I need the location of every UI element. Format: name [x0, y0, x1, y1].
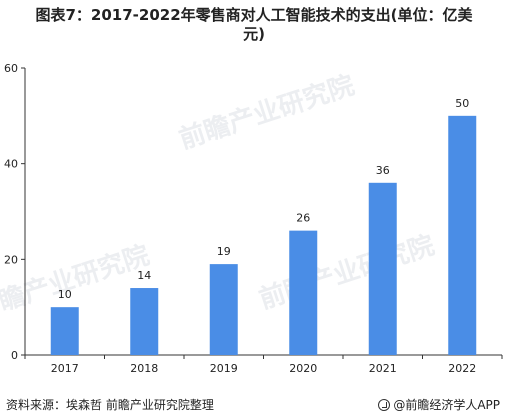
data-label: 36 [376, 164, 390, 177]
brand-credit-text: @前瞻经济学人APP [393, 398, 500, 412]
chart-title-line2: 元) [243, 25, 265, 43]
y-tick-label: 20 [4, 253, 18, 266]
y-tick-label: 0 [11, 349, 18, 362]
x-tick-label: 2020 [289, 362, 317, 375]
chart-title-line1: 图表7：2017-2022年零售商对人工智能技术的支出(单位：亿美 [35, 6, 473, 24]
x-tick-label: 2018 [130, 362, 158, 375]
bar [209, 264, 238, 355]
bar [448, 115, 477, 355]
bar [130, 288, 159, 355]
chart-title: 图表7：2017-2022年零售商对人工智能技术的支出(单位：亿美 元) [0, 6, 508, 44]
y-tick-label: 40 [4, 158, 18, 171]
bar [368, 182, 397, 355]
data-label: 14 [137, 269, 151, 282]
data-label: 26 [296, 212, 310, 225]
y-tick-label: 60 [4, 62, 18, 75]
x-tick-label: 2022 [448, 362, 476, 375]
x-tick-label: 2019 [210, 362, 238, 375]
x-tick-label: 2021 [369, 362, 397, 375]
data-label: 10 [58, 288, 72, 301]
bar [50, 307, 79, 355]
bar [289, 230, 318, 355]
source-note: 资料来源：埃森哲 前瞻产业研究院整理 [6, 398, 214, 412]
brand-logo-icon [378, 398, 391, 411]
data-label: 50 [455, 97, 469, 110]
x-tick-label: 2017 [51, 362, 79, 375]
brand-credit: @前瞻经济学人APP [378, 396, 500, 413]
data-label: 19 [217, 245, 231, 258]
